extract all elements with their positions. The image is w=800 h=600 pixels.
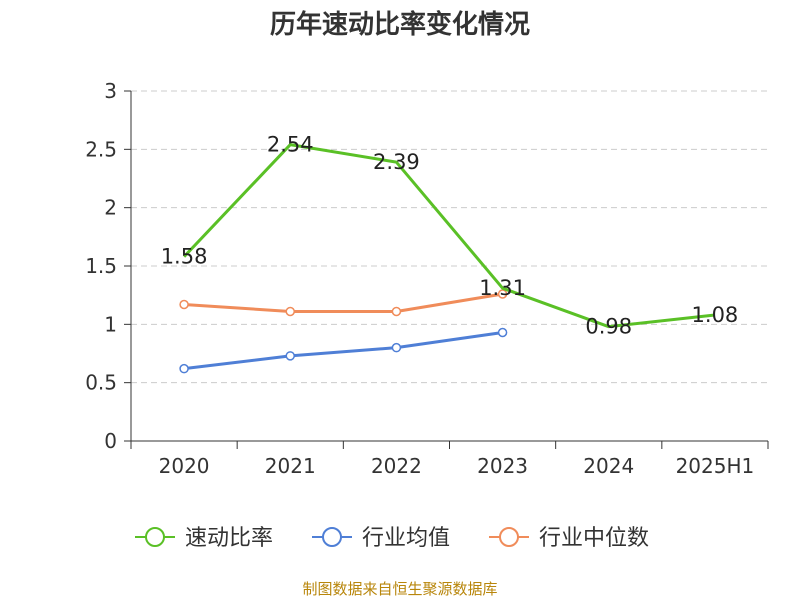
legend-marker [499,527,519,547]
x-tick-label: 2024 [583,454,634,478]
legend-item-0: 速动比率 [135,526,273,551]
x-tick-label: 2022 [371,454,422,478]
data-point [497,289,508,299]
y-tick-label: 3 [104,79,117,103]
series-line-1 [183,331,503,371]
y-tick-label: 0 [104,429,117,453]
data-point [285,306,295,317]
y-tick-label: 1.5 [85,254,117,278]
data-label-layer: 1.58 2.54 2.39 1.31 0.98 1.08 [161,133,739,339]
source-footer: 制图数据来自恒生聚源数据库 [302,580,498,598]
data-point [285,351,295,361]
series-line-2 [183,292,503,313]
series-line-0 [182,143,716,329]
data-label: 2.54 [267,133,314,157]
legend-label: 行业中位数 [539,526,649,551]
data-label: 1.58 [161,245,208,269]
x-tick-label: 2021 [265,454,316,478]
legend-item-2: 行业中位数 [489,526,649,551]
legend: 速动比率 行业均值 行业中位数 [135,526,649,551]
series-layer [179,143,716,374]
x-tick-label: 2020 [159,454,210,478]
legend-marker [145,527,165,547]
grid-layer [131,90,768,384]
data-point [179,299,189,310]
y-tick-label: 2.5 [85,137,117,161]
x-tick-label: 2023 [477,454,528,478]
data-label: 2.39 [373,150,420,174]
axis-layer: 0 0.5 1 1.5 2 2.5 3 2020 2021 2022 2023 2024 2025H1 [85,79,769,478]
data-point [391,306,402,317]
x-tick-label: 2025H1 [676,454,755,478]
data-point [497,327,508,338]
data-point [179,363,189,374]
data-label: 0.98 [585,315,632,339]
legend-marker [322,527,342,547]
legend-label: 行业均值 [362,526,450,551]
data-label: 1.08 [692,303,739,327]
y-tick-label: 1 [104,312,117,336]
legend-item-1: 行业均值 [312,526,450,551]
data-label: 1.31 [479,276,526,300]
chart-title: 历年速动比率变化情况 [269,10,530,40]
data-point [391,342,402,353]
y-tick-label: 2 [104,196,117,220]
legend-label: 速动比率 [185,526,273,551]
y-tick-label: 0.5 [85,371,117,395]
